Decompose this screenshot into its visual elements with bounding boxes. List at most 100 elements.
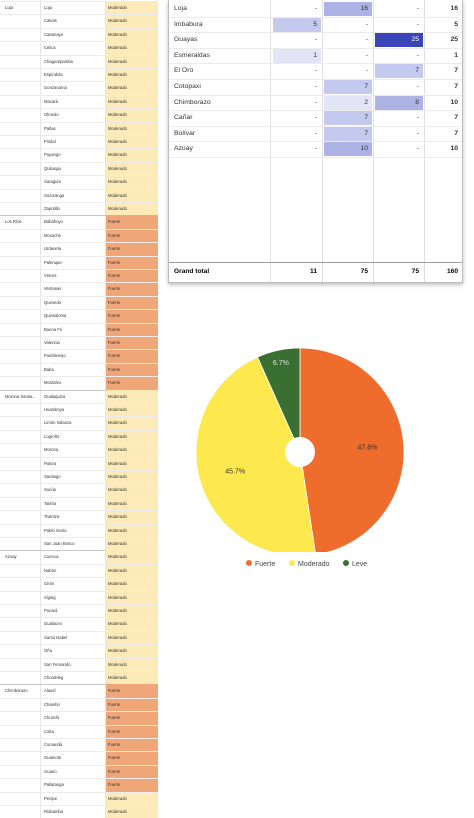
pivot-cell[interactable]: 7 <box>454 67 458 75</box>
canton-cell[interactable]: San Fernando <box>44 661 71 667</box>
level-cell[interactable]: Fuerte <box>106 309 158 323</box>
level-cell[interactable]: Moderado <box>106 644 158 658</box>
level-cell[interactable]: Moderado <box>106 630 158 645</box>
pivot-cell[interactable]: - <box>416 145 419 153</box>
canton-cell[interactable]: Taisha <box>44 500 57 506</box>
level-cell[interactable]: Moderado <box>106 510 158 524</box>
pivot-cell[interactable]: - <box>314 129 317 137</box>
level-cell[interactable]: Moderado <box>106 121 158 135</box>
canton-cell[interactable]: Oña <box>44 648 52 654</box>
canton-cell[interactable]: Baba <box>44 366 54 372</box>
pivot-cell[interactable]: - <box>365 20 368 28</box>
pivot-cell[interactable]: 25 <box>450 36 458 44</box>
level-cell[interactable]: Moderado <box>106 791 158 805</box>
pivot-cell[interactable]: - <box>365 36 368 44</box>
pivot-cell[interactable]: 10 <box>324 142 372 157</box>
canton-cell[interactable]: Penipe <box>44 795 58 801</box>
pivot-cell[interactable]: 8 <box>375 95 423 110</box>
pivot-row-label[interactable]: Imbabura <box>174 20 203 28</box>
canton-cell[interactable]: Calvas <box>44 18 57 24</box>
canton-cell[interactable]: Girón <box>44 581 55 587</box>
level-cell[interactable]: Moderado <box>106 27 158 42</box>
pivot-cell[interactable]: - <box>314 98 317 106</box>
canton-cell[interactable]: Babahoyo <box>44 219 63 225</box>
canton-cell[interactable]: Montalvo <box>44 380 61 386</box>
province-cell[interactable]: Loja <box>5 5 13 10</box>
pivot-row-label[interactable]: El Oro <box>174 67 194 75</box>
level-cell[interactable]: Moderado <box>106 94 158 109</box>
pivot-cell[interactable]: - <box>314 67 317 75</box>
pivot-cell[interactable]: - <box>365 51 368 59</box>
pivot-row-label[interactable]: Chimborazo <box>174 98 211 106</box>
level-cell[interactable]: Fuerte <box>106 376 158 390</box>
canton-cell[interactable]: Zapotillo <box>44 206 60 211</box>
pivot-cell[interactable]: - <box>365 67 368 75</box>
canton-cell[interactable]: Olmedo <box>44 112 59 118</box>
level-cell[interactable]: Fuerte <box>106 697 158 712</box>
level-cell[interactable]: Moderado <box>106 148 158 162</box>
level-cell[interactable]: Moderado <box>106 550 158 564</box>
pie-slice-fuerte[interactable] <box>299 347 405 552</box>
pivot-cell[interactable]: 1 <box>454 51 458 59</box>
level-cell[interactable]: Moderado <box>106 590 158 604</box>
level-cell[interactable]: Fuerte <box>106 724 158 738</box>
pivot-cell[interactable]: - <box>314 114 317 122</box>
level-cell[interactable]: Fuerte <box>106 362 158 377</box>
level-cell[interactable]: Moderado <box>106 1 158 15</box>
level-cell[interactable]: Moderado <box>106 617 158 631</box>
level-cell[interactable]: Moderado <box>106 161 158 176</box>
canton-cell[interactable]: Santiago <box>44 474 61 479</box>
pivot-cell[interactable]: - <box>314 5 317 12</box>
level-cell[interactable]: Moderado <box>106 68 158 82</box>
canton-cell[interactable]: Vinces <box>44 273 57 278</box>
level-cell[interactable]: Moderado <box>106 389 158 403</box>
pivot-cell[interactable]: 16 <box>324 2 372 16</box>
level-cell[interactable]: Moderado <box>106 54 158 68</box>
canton-cell[interactable]: Sucúa <box>44 487 56 493</box>
canton-cell[interactable]: Limón Indanza <box>44 420 72 426</box>
canton-cell[interactable]: Urdaneta <box>44 246 62 252</box>
pivot-row-label[interactable]: Cañar <box>174 114 193 122</box>
canton-cell[interactable]: Riobamba <box>44 809 64 814</box>
pivot-cell[interactable]: 7 <box>454 83 458 90</box>
level-cell[interactable]: Moderado <box>106 443 158 457</box>
level-cell[interactable]: Moderado <box>106 577 158 591</box>
canton-cell[interactable]: Chordeleg <box>44 675 64 680</box>
canton-cell[interactable]: Gonzanamá <box>44 85 67 91</box>
canton-cell[interactable]: Saraguro <box>44 179 62 185</box>
pivot-cell[interactable]: 5 <box>454 20 458 28</box>
pivot-cell[interactable]: - <box>416 20 419 28</box>
canton-cell[interactable]: Sozoranga <box>44 192 65 198</box>
canton-cell[interactable]: Puebloviejo <box>44 353 66 359</box>
canton-cell[interactable]: Quevedo <box>44 299 61 305</box>
pivot-cell[interactable]: 7 <box>324 126 372 141</box>
level-cell[interactable]: Moderado <box>106 188 158 202</box>
canton-cell[interactable]: Huamboya <box>44 407 65 412</box>
level-cell[interactable]: Moderado <box>106 14 158 28</box>
canton-cell[interactable]: Quilanga <box>44 165 61 171</box>
pivot-cell[interactable]: - <box>416 51 419 59</box>
pivot-cell[interactable]: - <box>314 145 317 153</box>
level-cell[interactable]: Moderado <box>106 403 158 417</box>
pivot-cell[interactable]: 7 <box>454 129 458 137</box>
pivot-row-label[interactable]: Esmeraldas <box>174 51 210 59</box>
pivot-cell[interactable]: - <box>416 5 419 12</box>
level-cell[interactable]: Moderado <box>106 483 158 497</box>
province-cell[interactable]: Chimborazo <box>5 688 28 694</box>
pivot-cell[interactable]: 7 <box>324 111 372 126</box>
level-cell[interactable]: Moderado <box>106 456 158 470</box>
canton-cell[interactable]: Quinsaloma <box>44 313 67 319</box>
level-cell[interactable]: Moderado <box>106 416 158 430</box>
canton-cell[interactable]: Cuenca <box>44 554 59 560</box>
level-cell[interactable]: Moderado <box>106 657 158 671</box>
canton-cell[interactable]: Loja <box>44 5 52 10</box>
level-cell[interactable]: Moderado <box>106 563 158 578</box>
canton-cell[interactable]: Morona <box>44 447 59 453</box>
level-cell[interactable]: Fuerte <box>106 336 158 350</box>
level-cell[interactable]: Fuerte <box>106 255 158 269</box>
pivot-cell[interactable]: - <box>416 114 419 122</box>
pivot-cell[interactable]: 10 <box>450 98 458 106</box>
pie-slice-leve[interactable] <box>256 347 301 453</box>
canton-cell[interactable]: Espíndola <box>44 72 63 77</box>
pivot-cell[interactable]: 7 <box>454 114 458 122</box>
